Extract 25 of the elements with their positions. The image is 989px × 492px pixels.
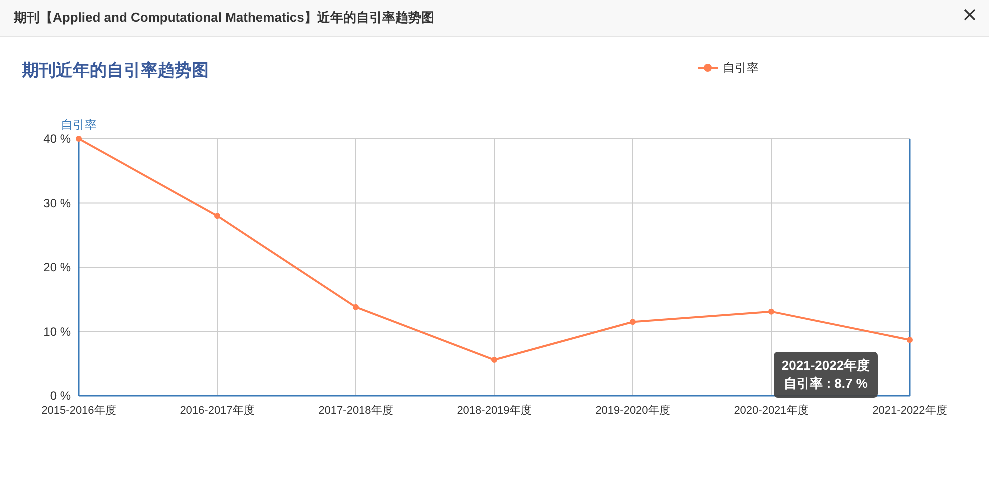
point (214, 213, 220, 220)
chart-title: 期刊【Applied and Computational Mathematics】近年的自引率趋势图 (13, 10, 434, 25)
point (76, 136, 82, 142)
x-tick-label: 2019-2020年度 (596, 404, 670, 417)
x-tick-label: 2020-2021年度 (734, 404, 809, 417)
x-tick-label: 2021-2022年度 (872, 404, 948, 417)
x-tick-label: 2018-2019年度 (457, 404, 532, 417)
point (353, 304, 359, 310)
point (630, 319, 636, 326)
y-tick-label: 10 % (44, 324, 72, 339)
annotation: 2021-2022年度 (782, 358, 870, 373)
x-tick-label: 2015-2016年度 (42, 404, 116, 417)
x-tick-label: 2016-2017年度 (180, 404, 255, 417)
annotation: 自引率 : 8.7 % (784, 376, 868, 391)
y-tick-label: 20 % (44, 260, 72, 274)
point (907, 337, 913, 344)
y-tick-label: 40 % (44, 132, 72, 146)
point (492, 357, 498, 364)
y-tick-label: 30 % (44, 196, 72, 210)
chart-subtitle: 期刊近年的自引率趋势图 (21, 61, 209, 80)
legend-label: 自引率 (723, 61, 759, 75)
x-tick-label: 2017-2018年度 (318, 404, 394, 417)
y-tick-label: 0 % (50, 389, 72, 403)
y-axis-title: 自引率 (61, 118, 97, 132)
point (768, 308, 774, 315)
